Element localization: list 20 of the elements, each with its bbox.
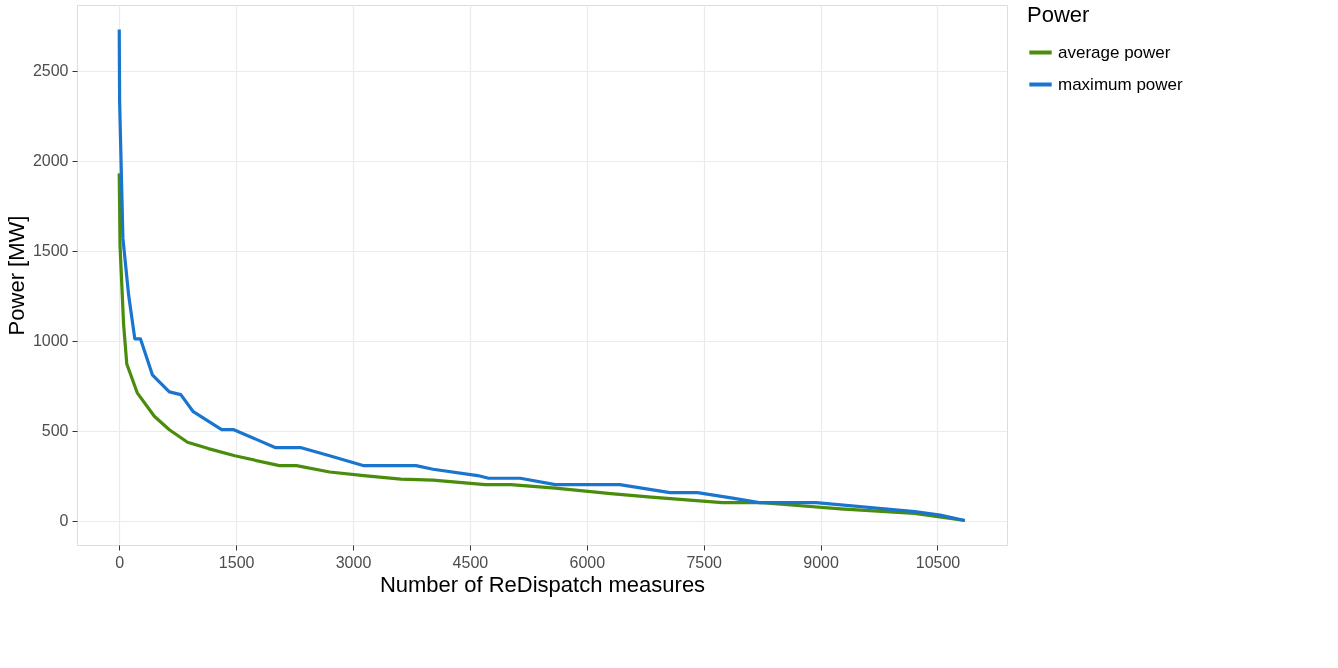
x-tick-label: 0 — [115, 553, 125, 571]
y-tick-label: 2500 — [32, 62, 69, 80]
x-tick-label: 4500 — [452, 553, 489, 571]
y-tick-label: 500 — [41, 422, 69, 440]
x-tick-label: 6000 — [569, 553, 606, 571]
legend-label: average power — [1058, 42, 1171, 62]
y-tick-label: 2000 — [32, 152, 69, 170]
line-series — [117, 27, 967, 523]
x-tick-label: 1500 — [218, 553, 255, 571]
x-tick-label: 7500 — [686, 553, 723, 571]
y-axis-title: Power [MW] — [3, 215, 29, 336]
y-tick-label: 1000 — [32, 332, 69, 350]
y-tick-label: 1500 — [32, 242, 69, 260]
x-axis-title: Number of ReDispatch measures — [379, 571, 706, 597]
y-tick-label: 0 — [59, 512, 69, 530]
legend-title: Power — [1027, 2, 1090, 27]
x-tick-label: 3000 — [335, 553, 372, 571]
x-tick-label: 9000 — [803, 553, 839, 571]
legend-label: maximum power — [1058, 74, 1184, 94]
x-tick-label: 10500 — [915, 553, 961, 571]
